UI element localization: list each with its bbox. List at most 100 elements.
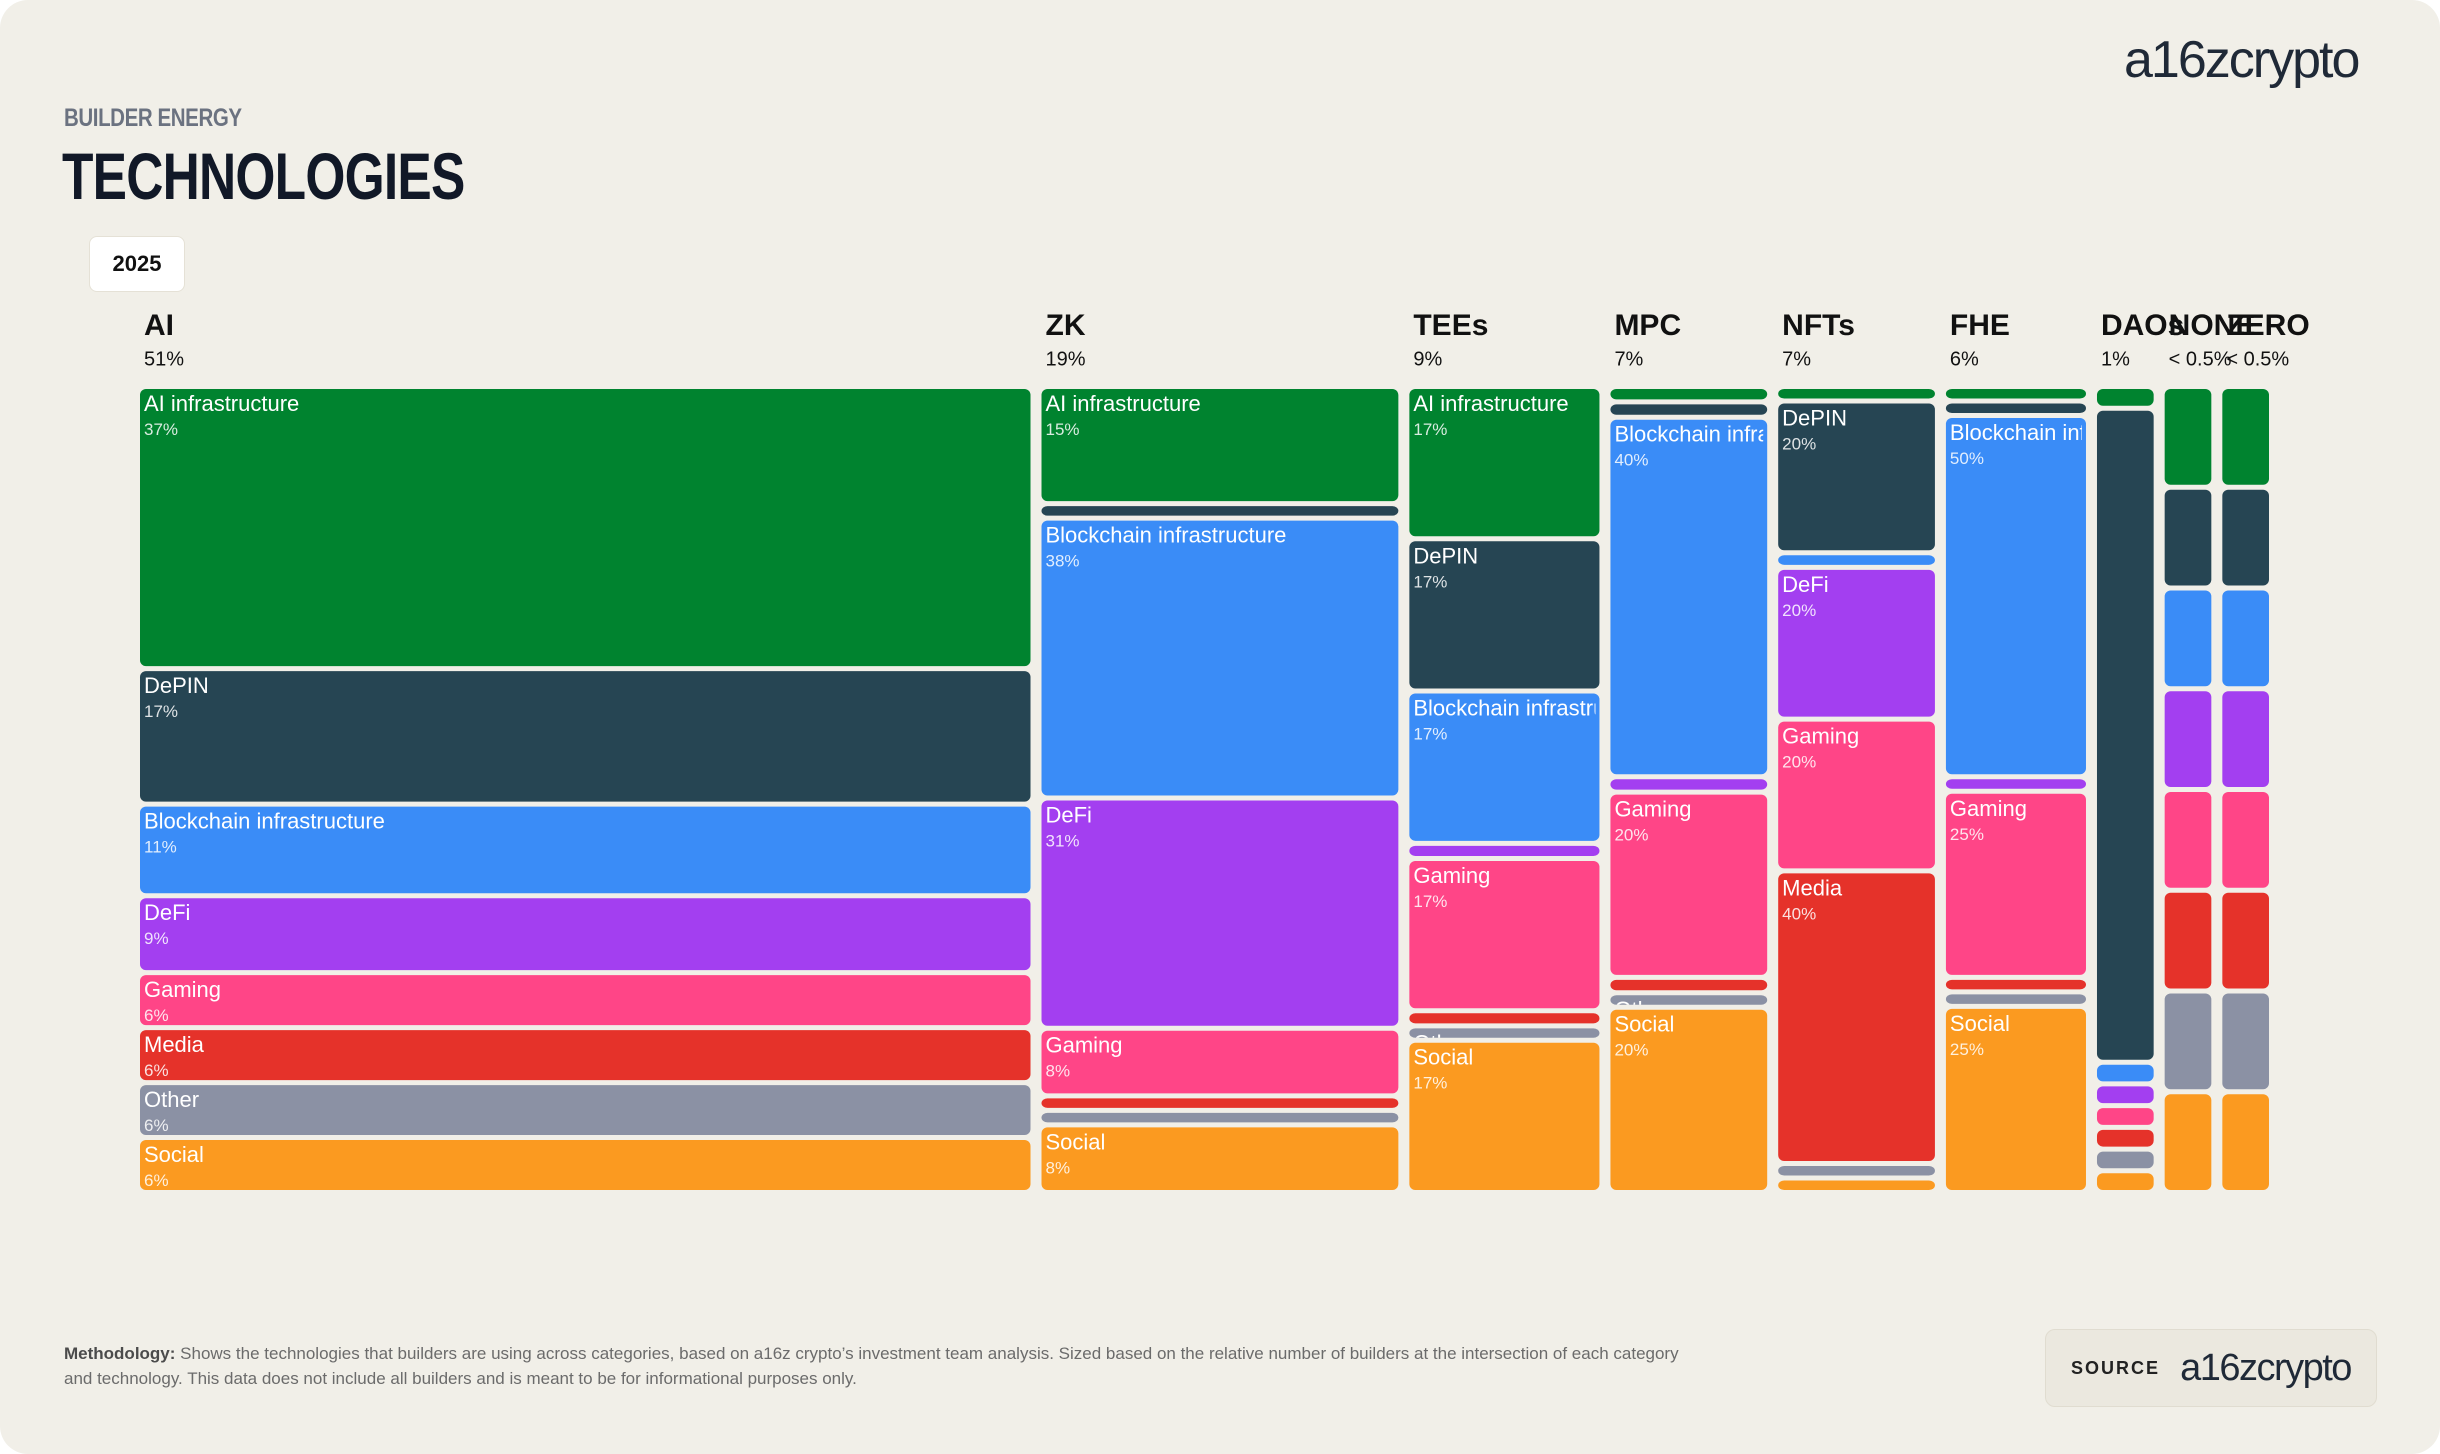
segment-value: 17%: [1413, 1074, 1447, 1093]
segment-value: 20%: [1782, 601, 1816, 620]
segment-name: Other: [1614, 997, 1669, 1022]
segment-name: Blockchain infrastructure: [1614, 422, 1855, 447]
segment-name: DeFi: [1046, 802, 1092, 827]
segment-value: 6%: [144, 1061, 169, 1080]
segment-value: 37%: [144, 420, 178, 439]
column: AI infrastructure 37% DePIN 17% Blockchain i…: [140, 389, 1031, 1190]
segment: [140, 975, 1031, 1026]
segment: [2222, 691, 2269, 787]
segment-name: Other: [1413, 1030, 1468, 1055]
column: Blockchain infrastructure 40% Gaming 20% Oth…: [1610, 389, 1855, 1190]
segment-value: 6%: [144, 1006, 169, 1025]
segment: [2222, 993, 2269, 1090]
segment: [2164, 489, 2212, 586]
segment-name: Other: [144, 1087, 199, 1112]
column: Blockchain infrastructure50%Gaming25%Soc…: [1945, 389, 2191, 1190]
segment: [1945, 793, 2086, 975]
segment: [1610, 995, 1768, 1005]
source-name: a16zcrypto: [2180, 1346, 2352, 1389]
segment-name: Social: [144, 1142, 204, 1167]
segment-labels: Gaming 6%: [144, 977, 221, 1025]
column-name: ZERO: [2226, 309, 2309, 342]
segment-labels: Other< 0.5%: [1614, 997, 1669, 1022]
segment: [2164, 892, 2212, 989]
segment-name: Blockchain infrastructure: [1413, 696, 1654, 721]
segment-name: Blockchain infrastructure: [1950, 420, 2191, 445]
segment: [1778, 1180, 1935, 1190]
segment-labels: Social 6%: [144, 1142, 204, 1190]
segment-labels: Social 8%: [1046, 1129, 1106, 1177]
segment: [2096, 1173, 2154, 1190]
segment-name: Gaming: [1046, 1033, 1123, 1058]
segment: [1409, 1028, 1600, 1038]
segment: [1945, 418, 2086, 775]
segment-name: DePIN: [144, 673, 209, 698]
segment-labels: Blockchain infrastructure 11%: [144, 809, 385, 857]
segment: [1409, 1042, 1600, 1190]
segment: [2164, 792, 2212, 888]
segment: [1409, 693, 1600, 841]
segment: [1610, 979, 1768, 991]
segment-labels: Media 6%: [144, 1032, 205, 1080]
segment-labels: DePIN 17%: [144, 673, 209, 721]
segment: [2164, 691, 2212, 787]
segment-labels: Gaming 25%: [1950, 796, 2027, 844]
segment: [2222, 590, 2269, 687]
segment-name: Social: [1950, 1011, 2010, 1036]
column-name: NONE: [2169, 309, 2256, 342]
segment-name: Social: [1413, 1045, 1473, 1070]
segment-labels: Blockchain infrastructure 40%: [1614, 422, 1855, 470]
segment-value: 6%: [144, 1171, 169, 1190]
column-share: 51%: [144, 349, 184, 371]
segment-value: 6%: [144, 1116, 169, 1135]
source-box[interactable]: SOURCE a16zcrypto: [2045, 1329, 2377, 1407]
source-label: SOURCE: [2071, 1357, 2161, 1378]
segment-value: 20%: [1614, 826, 1648, 845]
segment-name: Social: [1046, 1129, 1106, 1154]
column: [2222, 389, 2269, 1190]
column-name: MPC: [1614, 309, 1681, 342]
segment: [1778, 389, 1935, 399]
year-filter[interactable]: 2025: [89, 236, 185, 292]
segment: [140, 898, 1031, 971]
column-name: FHE: [1950, 309, 2010, 342]
segment: [1945, 994, 2086, 1004]
segment-name: DePIN: [1782, 406, 1847, 431]
segment: [1610, 419, 1768, 775]
segment-name: DePIN: [1413, 543, 1478, 568]
segment: [1778, 721, 1935, 869]
segment: [1945, 779, 2086, 789]
segment-labels: Other< 0.5%: [1413, 1030, 1468, 1055]
segment-labels: Media 40%: [1782, 875, 1843, 923]
segment-name: AI infrastructure: [1046, 391, 1201, 416]
segment-labels: AI infrastructure 37%: [144, 391, 299, 439]
segment: [2164, 590, 2212, 687]
segment-value: 17%: [1413, 892, 1447, 911]
segment-name: Gaming: [144, 977, 221, 1002]
segment-name: Media: [144, 1032, 205, 1057]
segment: [1041, 389, 1399, 502]
segment-labels: DeFi 9%: [144, 900, 190, 948]
segment: [1041, 520, 1399, 796]
column: [2164, 389, 2212, 1190]
segment: [1041, 1030, 1399, 1094]
segment: [140, 1140, 1031, 1190]
segment: [1610, 389, 1768, 400]
column-name: DAOs: [2101, 309, 2184, 342]
segment: [2164, 1094, 2212, 1190]
segment-labels: Gaming 17%: [1413, 863, 1490, 911]
column-share: < 0.5%: [2226, 349, 2289, 371]
segment: [2096, 410, 2154, 1060]
segment-name: AI infrastructure: [144, 391, 299, 416]
segment-value: 25%: [1950, 1040, 1984, 1059]
segment: [1778, 569, 1935, 717]
segment: [2222, 792, 2269, 888]
segment-value: 15%: [1046, 420, 1080, 439]
segment-value: 40%: [1614, 451, 1648, 470]
segment: [2096, 1129, 2154, 1147]
segment: [140, 1085, 1031, 1136]
segment: [1945, 403, 2086, 414]
segment-value: 20%: [1782, 435, 1816, 454]
